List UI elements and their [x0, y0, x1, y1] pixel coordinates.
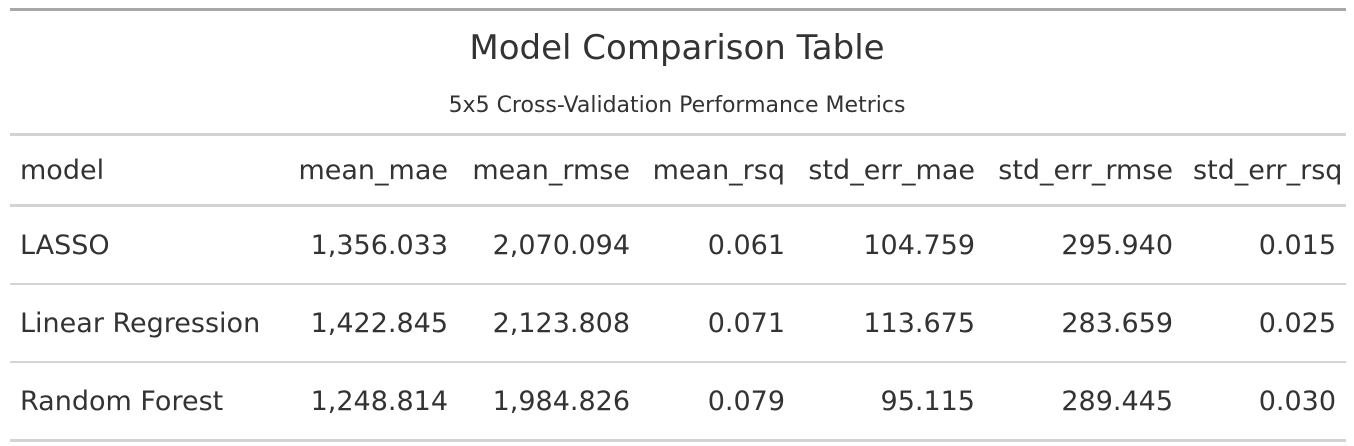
cell-model: Linear Regression [10, 283, 278, 362]
cell-mean-rmse: 2,070.094 [492, 229, 630, 261]
table-row: Linear Regression 1,422.845 2,123.808 0.… [10, 283, 1346, 362]
cell-model: LASSO [20, 229, 110, 261]
column-header-std-err-rmse: std_err_rmse [985, 136, 1183, 207]
cell-mean-rsq: 0.079 [640, 361, 795, 442]
cell-mean-rmse: 2,123.808 [458, 283, 640, 362]
cell-model: Random Forest [10, 361, 278, 442]
model-comparison-table: model mean_mae mean_rmse mean_rsq std_er… [10, 136, 1346, 442]
table-row: LASSO 1,356.033 2,070.094 0.061 104.759 … [10, 206, 1346, 285]
column-header-std-err-rsq: std_err_rsq [1183, 136, 1346, 207]
top-border [10, 8, 1346, 11]
table-row: Random Forest 1,248.814 1,984.826 0.079 … [10, 361, 1346, 442]
cell-std-err-rsq: 0.030 [1183, 361, 1346, 442]
cell-std-err-rmse: 283.659 [985, 283, 1183, 362]
column-header-mean-rmse: mean_rmse [458, 136, 640, 207]
column-header-model: model [10, 136, 278, 207]
cell-std-err-mae: 113.675 [795, 283, 985, 362]
cell-std-err-mae: 95.115 [795, 361, 985, 442]
cell-mean-mae: 1,248.814 [278, 361, 458, 442]
cell-mean-rmse: 1,984.826 [458, 361, 640, 442]
table-subtitle: 5x5 Cross-Validation Performance Metrics [448, 93, 906, 118]
cell-std-err-mae: 104.759 [863, 229, 975, 261]
table-title: Model Comparison Table [469, 28, 885, 68]
column-header-mean-mae: mean_mae [278, 136, 458, 207]
column-header-mean-rsq: mean_rsq [640, 136, 795, 207]
heading-border [10, 133, 1346, 136]
cell-std-err-rsq: 0.025 [1183, 283, 1346, 362]
cell-mean-mae: 1,422.845 [278, 283, 458, 362]
header-row: model mean_mae mean_rmse mean_rsq std_er… [10, 136, 1346, 207]
cell-std-err-rsq: 0.015 [1258, 229, 1336, 261]
cell-std-err-rmse: 289.445 [985, 361, 1183, 442]
cell-mean-rsq: 0.071 [640, 283, 795, 362]
column-header-std-err-mae: std_err_mae [795, 136, 985, 207]
cell-std-err-rmse: 295.940 [1061, 229, 1173, 261]
cell-mean-rsq: 0.061 [707, 229, 785, 261]
cell-mean-mae: 1,356.033 [310, 229, 448, 261]
